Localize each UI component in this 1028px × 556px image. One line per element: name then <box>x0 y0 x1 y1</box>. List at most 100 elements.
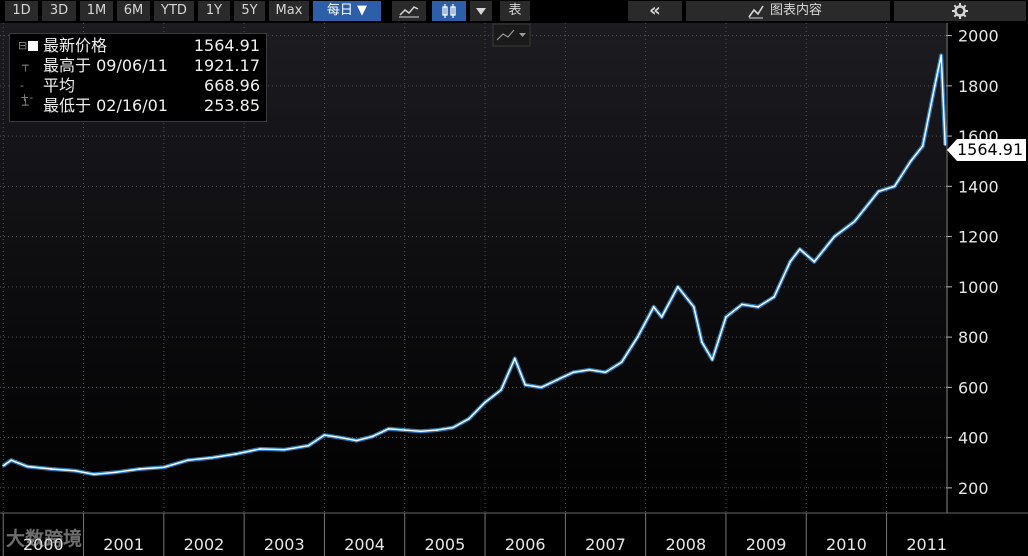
range-ytd-button[interactable]: YTD <box>154 1 194 21</box>
low-value: 253.85 <box>204 96 260 115</box>
price-point <box>323 434 326 437</box>
y-tick-label: 1000 <box>958 278 999 297</box>
price-point <box>419 430 422 433</box>
mini-chart-box <box>492 23 531 47</box>
last-price-label: 最新价格 <box>43 36 108 55</box>
legend-row-last-price: ⊟ 最新价格 1564.91 <box>10 36 266 56</box>
low-marker-icon: ┴ <box>22 99 29 112</box>
price-point <box>2 464 5 467</box>
price-point <box>833 235 836 238</box>
table-view-button[interactable]: 表 <box>500 1 530 21</box>
price-point <box>26 465 29 468</box>
price-point <box>853 220 856 223</box>
y-tick-label: 400 <box>958 429 989 448</box>
price-point <box>211 456 213 459</box>
y-tick-label: 800 <box>958 328 989 347</box>
price-point <box>893 185 896 188</box>
grid-layer <box>0 23 946 513</box>
price-point <box>387 427 390 430</box>
price-point <box>692 306 695 308</box>
price-point <box>500 388 503 391</box>
price-point <box>484 401 486 404</box>
price-point <box>114 471 117 474</box>
y-tick-label: 1200 <box>958 228 999 247</box>
price-point <box>676 285 679 288</box>
range-1m-button[interactable]: 1M <box>80 1 113 21</box>
last-price-swatch <box>28 41 38 51</box>
line-chart-icon[interactable] <box>392 1 426 21</box>
low-label: 最低于 02/16/01 <box>43 96 168 115</box>
settings-button[interactable] <box>894 1 1026 21</box>
chart-content-label: 图表内容 <box>770 3 823 18</box>
price-point <box>604 371 607 374</box>
legend-row-low: ┴ 最低于 02/16/01 253.85 <box>10 96 266 116</box>
range-6m-button[interactable]: 6M <box>117 1 150 21</box>
x-tick-label: 2002 <box>184 535 225 554</box>
x-tick-label: 2009 <box>746 535 787 554</box>
price-point <box>235 453 237 455</box>
price-point <box>652 306 655 308</box>
x-tick-label: 2000 <box>23 535 64 554</box>
price-point <box>50 468 53 470</box>
range-1d-button[interactable]: 1D <box>5 1 38 21</box>
chart-toolbar: 1D 3D 1M 6M YTD 1Y 5Y Max 每日 ▼ 表 « 图表内容 <box>0 0 1028 22</box>
frequency-dropdown[interactable]: 每日 ▼ <box>313 1 381 21</box>
collapse-button[interactable]: « <box>628 1 682 21</box>
legend-row-average: -+- 平均 668.96 <box>10 76 266 104</box>
axis-layer: 2004006008001000120014001600180020002000… <box>0 23 1028 556</box>
price-point <box>138 468 141 470</box>
x-tick-label: 2003 <box>264 535 305 554</box>
x-tick-label: 2004 <box>344 535 385 554</box>
price-point <box>933 84 936 87</box>
y-tick-label: 200 <box>958 479 989 498</box>
x-tick-label: 2006 <box>505 535 546 554</box>
x-tick-label: 2010 <box>826 535 867 554</box>
gear-icon <box>952 3 968 19</box>
series-layer <box>2 53 948 477</box>
candlestick-icon[interactable] <box>432 1 466 21</box>
y-tick-label: 600 <box>958 378 989 397</box>
price-point <box>468 417 470 420</box>
price-point <box>10 459 13 462</box>
price-point <box>259 448 262 450</box>
price-point <box>798 248 801 251</box>
range-max-button[interactable]: Max <box>269 1 309 21</box>
x-tick-label: 2008 <box>665 535 706 554</box>
price-point <box>813 260 816 263</box>
price-point <box>921 145 924 148</box>
price-point <box>572 371 575 374</box>
range-5y-button[interactable]: 5Y <box>234 1 265 21</box>
price-point <box>355 439 358 442</box>
x-tick-label: 2005 <box>425 535 466 554</box>
chart-content-button[interactable]: 图表内容 <box>686 1 890 21</box>
price-point <box>909 160 912 163</box>
price-point <box>371 435 374 438</box>
price-point <box>700 341 703 344</box>
chart-type-chevron-down-icon[interactable] <box>470 1 492 21</box>
mini-chart-selector[interactable] <box>492 23 531 47</box>
last-price-tag-arrow <box>947 139 957 161</box>
last-price-value: 1564.91 <box>193 36 260 55</box>
high-marker-icon: ┬ <box>22 59 29 72</box>
price-point <box>93 473 95 476</box>
price-point <box>789 260 792 263</box>
price-point <box>757 306 759 308</box>
chart-content-icon <box>748 5 764 19</box>
price-point <box>877 190 880 193</box>
range-3d-button[interactable]: 3D <box>42 1 76 21</box>
price-point <box>403 429 406 431</box>
legend-tree-icon: ⊟ <box>18 39 28 52</box>
y-tick-label: 1400 <box>958 177 999 196</box>
price-point <box>524 383 527 386</box>
y-tick-label: 1800 <box>958 77 999 96</box>
price-point <box>452 426 454 429</box>
watermark-text: 大数跨境 <box>6 528 83 550</box>
price-point <box>636 336 639 339</box>
price-point <box>725 316 727 318</box>
price-point <box>74 469 77 472</box>
price-point <box>187 459 189 462</box>
mini-chevron-down-icon <box>519 33 526 37</box>
price-point <box>556 378 559 381</box>
range-1y-button[interactable]: 1Y <box>198 1 230 21</box>
price-point <box>711 358 714 361</box>
